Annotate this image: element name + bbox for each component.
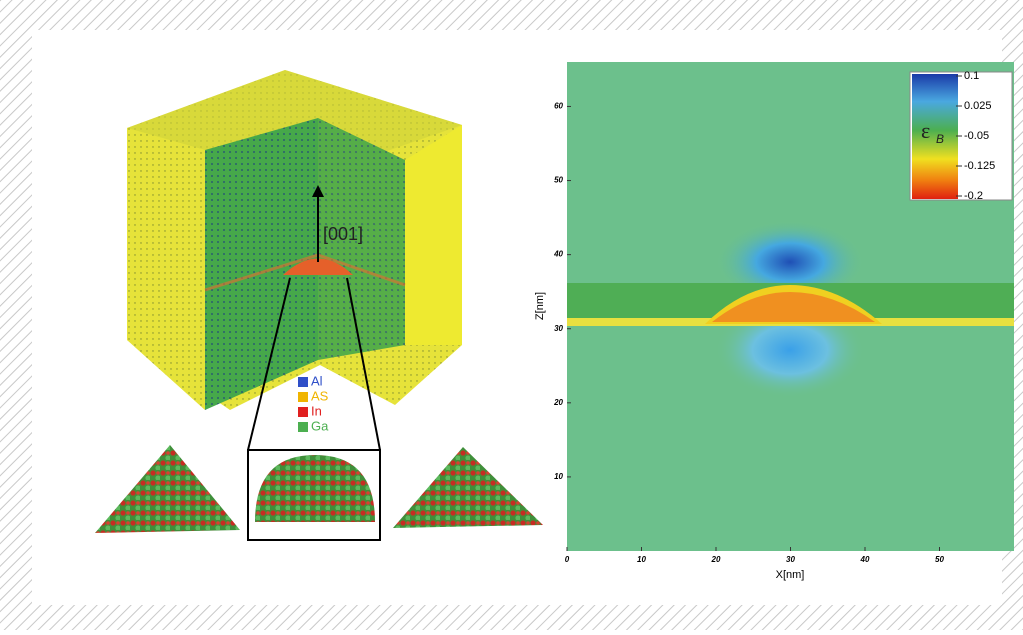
figure: [001] AlASInGa ε B X[nm] Z[nm] 0 10 20 30 40… <box>0 0 1023 630</box>
y-tick-label: 50 <box>554 176 563 185</box>
x-tick-label: 20 <box>711 555 721 564</box>
x-axis-label: X[nm] <box>776 569 805 581</box>
colorbar-tick-label: -0.2 <box>964 190 983 202</box>
x-tick-label: 30 <box>786 555 795 564</box>
x-tick-label: 50 <box>935 555 944 564</box>
colorbar-tick-label: 0.1 <box>964 70 979 82</box>
colorbar-subscript: B <box>936 132 944 146</box>
x-tick-label: 40 <box>860 555 870 564</box>
y-tick-label: 60 <box>554 102 563 111</box>
y-tick-label: 30 <box>554 324 563 333</box>
strain-map <box>567 62 1014 551</box>
legend-swatch <box>298 407 308 417</box>
legend-label: Al <box>311 373 323 388</box>
colorbar-symbol: ε <box>921 118 930 143</box>
colorbar-tick-label: -0.05 <box>964 130 989 142</box>
y-tick-label: 20 <box>553 398 563 407</box>
y-axis-label: Z[nm] <box>534 292 546 320</box>
colorbar-tick-label: 0.025 <box>964 100 992 112</box>
colorbar-tick-label: -0.125 <box>964 160 995 172</box>
legend-label: AS <box>311 388 329 403</box>
x-tick-label: 0 <box>565 555 570 564</box>
direction-label: [001] <box>323 224 363 244</box>
y-tick-label: 10 <box>554 472 563 481</box>
legend-label: In <box>311 403 322 418</box>
x-tick-label: 10 <box>637 555 646 564</box>
legend-swatch <box>298 392 308 402</box>
y-tick-label: 40 <box>553 250 563 259</box>
legend-label: Ga <box>311 418 329 433</box>
legend-swatch <box>298 377 308 387</box>
legend-swatch <box>298 422 308 432</box>
